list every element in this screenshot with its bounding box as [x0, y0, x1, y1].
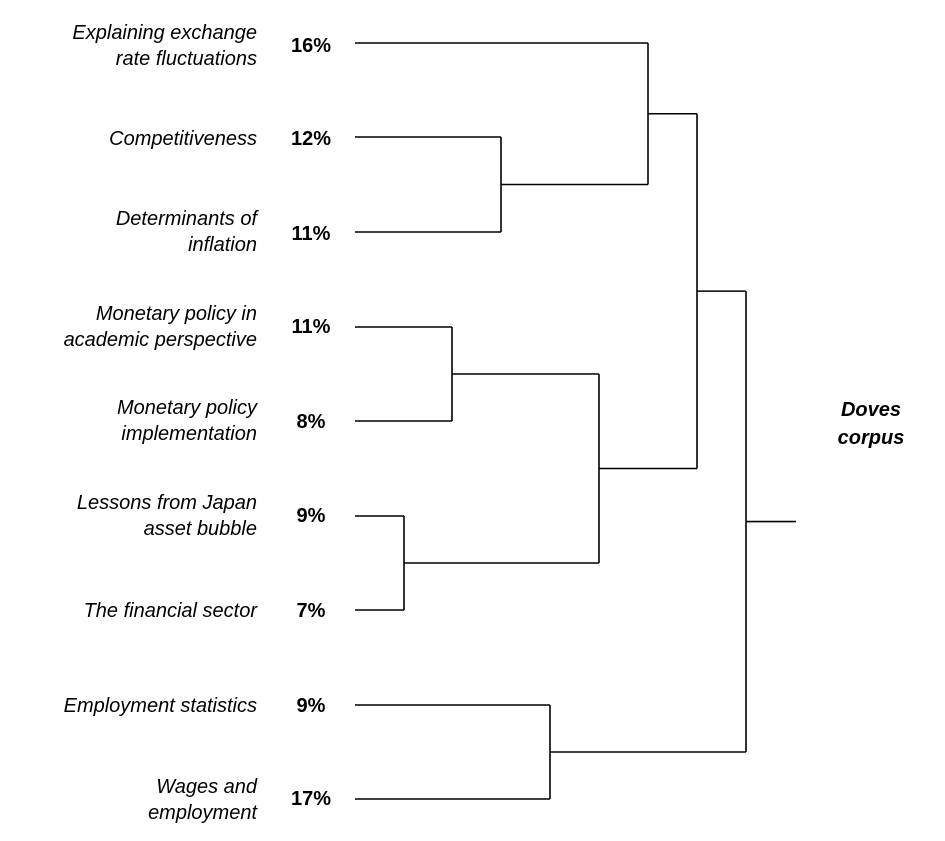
leaf-label-implementation: Monetary policy implementation	[7, 395, 257, 447]
leaf-percent-employment-stats: 9%	[296, 695, 326, 717]
leaf-label-line: implementation	[121, 423, 257, 445]
leaf-label-line: Wages and	[156, 776, 257, 798]
leaf-label-line: Monetary policy	[116, 397, 257, 419]
leaf-label-line: The financial sector	[83, 600, 257, 622]
leaf-label-wages: Wages and employment	[7, 774, 257, 826]
leaf-percent-financial: 7%	[296, 600, 326, 622]
leaf-label-line: Determinants of	[115, 208, 257, 230]
root-label-line: Doves	[840, 399, 902, 421]
leaf-label-academic: Monetary policy in academic perspective	[7, 301, 257, 353]
leaf-label-inflation: Determinants of inflation	[7, 206, 257, 258]
leaf-label-line: inflation	[188, 234, 257, 256]
leaf-percent-exchange: 16%	[290, 35, 332, 57]
leaf-label-financial: The financial sector	[7, 598, 257, 624]
leaf-label-line: asset bubble	[143, 518, 257, 540]
leaf-percent-implementation: 8%	[296, 411, 326, 433]
leaf-percent-wages: 17%	[290, 788, 332, 810]
leaf-label-japan: Lessons from Japan asset bubble	[7, 490, 257, 542]
root-label: Doves corpus	[816, 396, 926, 452]
leaf-label-employment-stats: Employment statistics	[7, 693, 257, 719]
root-label-line: corpus	[837, 427, 905, 449]
leaf-label-line: employment	[148, 802, 257, 824]
leaf-label-line: academic perspective	[63, 329, 257, 351]
leaf-percent-competitiveness: 12%	[290, 128, 332, 150]
leaf-percent-inflation: 11%	[291, 223, 331, 245]
leaf-label-line: rate fluctuations	[115, 48, 257, 70]
leaf-label-line: Competitiveness	[109, 128, 257, 150]
leaf-label-exchange: Explaining exchange rate fluctuations	[7, 20, 257, 72]
leaf-label-line: Lessons from Japan	[76, 492, 257, 514]
leaf-label-line: Explaining exchange	[72, 22, 257, 44]
leaf-label-competitiveness: Competitiveness	[7, 126, 257, 152]
leaf-percent-academic: 11%	[291, 316, 331, 338]
leaf-percent-japan: 9%	[296, 505, 326, 527]
leaf-label-line: Monetary policy in	[95, 303, 257, 325]
leaf-label-line: Employment statistics	[63, 695, 257, 717]
